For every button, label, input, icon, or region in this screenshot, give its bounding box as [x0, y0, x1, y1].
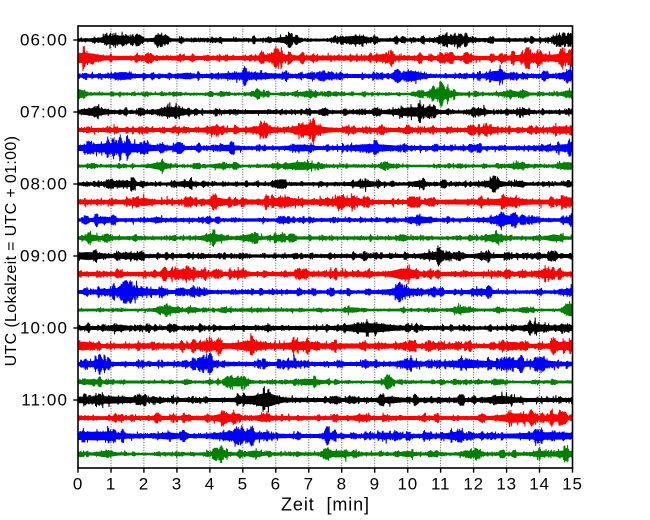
svg-text:06:00: 06:00 [20, 31, 68, 50]
svg-text:07:00: 07:00 [20, 103, 68, 122]
svg-text:8: 8 [337, 475, 347, 494]
svg-text:10:00: 10:00 [20, 319, 68, 338]
svg-text:13: 13 [496, 475, 517, 494]
svg-text:2: 2 [139, 475, 149, 494]
svg-text:UTC (Lokalzeit = UTC + 01:00): UTC (Lokalzeit = UTC + 01:00) [3, 136, 20, 367]
svg-text:5: 5 [238, 475, 248, 494]
svg-text:4: 4 [205, 475, 215, 494]
svg-text:3: 3 [172, 475, 182, 494]
svg-text:10: 10 [397, 475, 418, 494]
svg-text:09:00: 09:00 [20, 247, 68, 266]
svg-text:7: 7 [304, 475, 314, 494]
svg-text:15: 15 [562, 475, 583, 494]
svg-text:6: 6 [271, 475, 281, 494]
svg-text:0: 0 [73, 475, 83, 494]
svg-text:1: 1 [106, 475, 116, 494]
svg-text:9: 9 [370, 475, 380, 494]
svg-text:11:00: 11:00 [21, 391, 68, 410]
svg-text:08:00: 08:00 [20, 175, 68, 194]
svg-text:12: 12 [463, 475, 484, 494]
svg-text:14: 14 [529, 475, 550, 494]
svg-text:Zeit [min]: Zeit [min] [281, 495, 370, 515]
svg-text:11: 11 [431, 475, 450, 494]
